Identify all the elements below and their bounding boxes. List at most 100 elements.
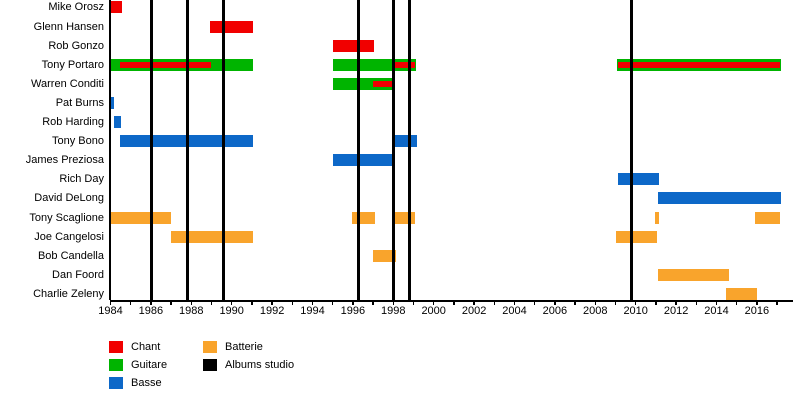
member-label: Rob Harding	[42, 116, 104, 128]
timeline-bar-batterie	[351, 211, 376, 224]
timeline-bar-basse	[617, 173, 659, 186]
album-studio-line	[150, 0, 154, 300]
member-label: Warren Conditi	[31, 77, 104, 90]
x-tick	[574, 300, 576, 305]
x-tick	[554, 300, 556, 305]
x-tick-label: 2004	[502, 305, 527, 317]
timeline-bar-chant	[110, 1, 122, 14]
album-studio-line	[391, 0, 395, 300]
x-tick	[291, 300, 293, 305]
x-tick	[715, 300, 718, 305]
album-studio-line	[629, 0, 633, 300]
x-tick-label: 2008	[583, 305, 608, 317]
legend-item-albums-studio: Albums studio	[203, 359, 294, 371]
x-tick-label: 2014	[704, 305, 729, 317]
timeline-bar-batterie	[373, 249, 397, 262]
legend-item-batterie: Batterie	[203, 341, 263, 353]
timeline-bar-batterie	[655, 211, 659, 224]
legend-label-guitare: Guitare	[131, 359, 168, 371]
x-tick-label: 2012	[663, 305, 689, 317]
y-axis-line	[109, 0, 111, 300]
timeline-bar-batterie	[615, 230, 657, 243]
member-label: Tony Bono	[52, 135, 104, 148]
x-tick-label: 1992	[259, 305, 285, 317]
x-tick-label: 1998	[381, 305, 406, 317]
x-tick	[473, 300, 475, 305]
x-tick	[433, 300, 435, 305]
x-tick-label: 2002	[461, 305, 487, 317]
member-label: Bob Candella	[37, 249, 104, 262]
x-tick-label: 1990	[219, 305, 244, 317]
timeline-bar-batterie	[171, 230, 253, 243]
member-label: Charlie Zeleny	[33, 287, 104, 300]
member-label: Dan Foord	[52, 268, 104, 281]
timeline-bar-batterie	[110, 211, 172, 224]
x-tick	[170, 300, 172, 305]
legend-label-albums-studio: Albums studio	[225, 359, 295, 371]
x-tick	[635, 300, 637, 305]
legend-label-chant: Chant	[131, 341, 161, 353]
album-studio-line	[222, 0, 226, 300]
x-tick-label: 1984	[98, 305, 123, 317]
x-tick	[675, 300, 677, 305]
x-tick-label: 1996	[340, 305, 366, 317]
x-tick	[453, 300, 455, 305]
x-axis-line	[110, 300, 793, 302]
legend-item-chant: Chant	[109, 341, 160, 353]
x-tick	[352, 300, 354, 305]
guitare-color-swatch	[109, 359, 123, 371]
x-tick	[130, 300, 132, 305]
batterie-color-swatch	[203, 341, 217, 353]
member-label: Rob Gonzo	[48, 39, 104, 52]
x-tick	[311, 300, 314, 305]
timeline-bar-chant	[373, 80, 394, 87]
x-tick	[210, 300, 213, 305]
x-tick	[594, 300, 596, 305]
timeline-bar-batterie	[395, 211, 415, 224]
x-tick-label: 1986	[138, 305, 164, 317]
timeline-bar-batterie	[754, 211, 781, 224]
timeline-bar-basse	[113, 116, 121, 128]
x-tick-label: 2006	[542, 305, 568, 317]
x-tick	[776, 300, 778, 305]
timeline-bar-chant	[617, 61, 781, 68]
x-tick	[392, 300, 394, 305]
timeline-bar-chant	[332, 39, 375, 52]
x-tick	[109, 300, 112, 305]
album-studio-line	[407, 0, 411, 300]
timeline-bar-basse	[394, 135, 417, 148]
x-tick	[332, 300, 334, 305]
member-label: Glenn Hansen	[33, 20, 104, 33]
x-tick	[513, 300, 516, 305]
x-tick	[614, 300, 617, 305]
album-studio-line	[185, 0, 189, 300]
x-tick	[251, 300, 253, 305]
x-tick	[736, 300, 738, 305]
x-tick-label: 2010	[623, 305, 648, 317]
legend-label-basse: Basse	[131, 377, 162, 389]
member-label: Rich Day	[59, 173, 104, 186]
x-tick	[150, 300, 152, 305]
x-tick	[190, 300, 192, 305]
x-tick-label: 1994	[300, 305, 325, 317]
x-tick-label: 1988	[179, 305, 204, 317]
x-tick	[493, 300, 495, 305]
album-studio-line	[356, 0, 360, 300]
member-label: Joe Cangelosi	[34, 230, 104, 243]
timeline-bar-basse	[110, 96, 114, 109]
albums-studio-color-swatch	[203, 359, 217, 371]
legend-item-guitare: Guitare	[109, 359, 167, 371]
chant-color-swatch	[109, 341, 123, 353]
x-tick-label: 2016	[744, 305, 770, 317]
member-label: Tony Portaro	[41, 58, 104, 71]
x-tick	[372, 300, 374, 305]
member-label: Mike Orosz	[48, 1, 104, 14]
x-tick	[412, 300, 415, 305]
x-tick-label: 2000	[421, 305, 446, 317]
timeline-bar-batterie	[657, 268, 729, 281]
legend-item-basse: Basse	[109, 377, 162, 389]
member-label: Pat Burns	[55, 96, 104, 109]
x-tick	[231, 300, 233, 305]
timeline-bar-basse	[332, 154, 395, 167]
